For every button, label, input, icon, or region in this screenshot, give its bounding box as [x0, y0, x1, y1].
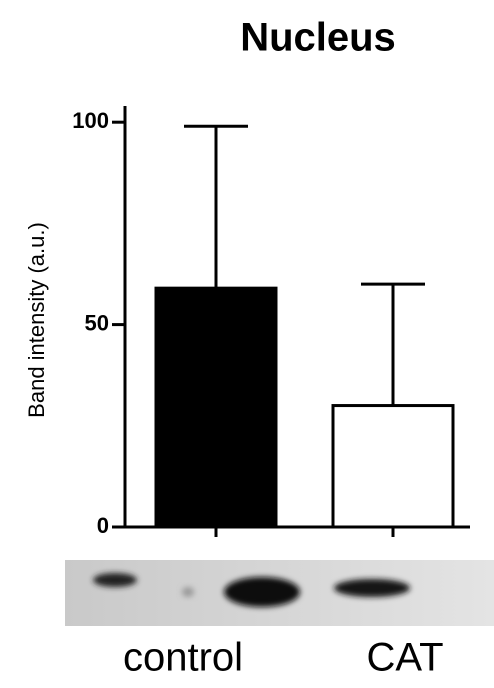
x-tick-label: control [123, 636, 243, 680]
y-tick-label: 0 [97, 513, 109, 538]
x-tick-label: CAT [366, 636, 443, 680]
bar [156, 288, 276, 527]
blot-image [65, 560, 494, 626]
bar [333, 406, 453, 527]
chart: Nucleus Band intensity (a.u.) 0 50 100 cont… [0, 0, 494, 688]
y-tick-label: 50 [85, 310, 109, 335]
y-tick-label: 100 [72, 108, 109, 133]
y-axis-label: Band intensity (a.u.) [24, 222, 49, 418]
chart-title: Nucleus [240, 16, 396, 60]
